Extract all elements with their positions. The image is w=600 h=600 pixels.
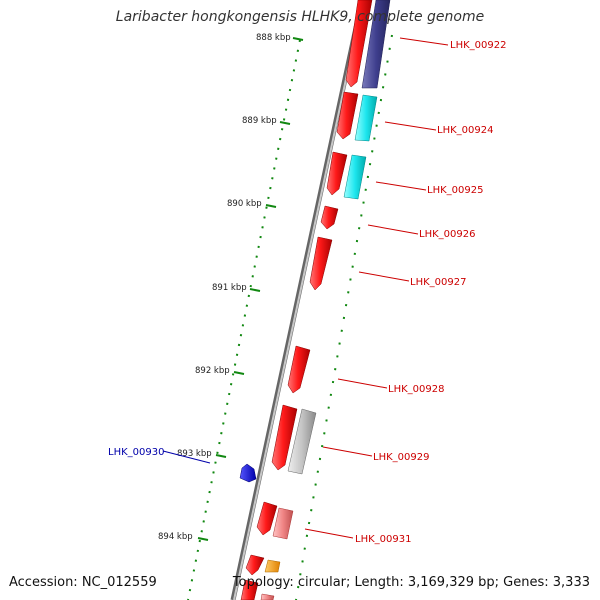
gene-lhk-00930[interactable]: [239, 463, 257, 483]
tick-label-889: 889 kbp: [242, 116, 277, 126]
tick-label-892: 892 kbp: [195, 366, 230, 376]
leader-lhk-00931: [304, 528, 354, 539]
gene-lhk-00924[interactable]: [336, 91, 359, 140]
label-lhk-00925[interactable]: LHK_00925: [427, 185, 483, 196]
gene-red-bottom[interactable]: [245, 554, 265, 576]
label-lhk-00930[interactable]: LHK_00930: [108, 447, 164, 458]
gene-lhk-00931[interactable]: [256, 501, 278, 536]
feature-cyan-2[interactable]: [343, 154, 367, 200]
feature-pink[interactable]: [272, 507, 294, 540]
label-lhk-00922[interactable]: LHK_00922: [450, 40, 506, 51]
ruler-ticks: [197, 37, 304, 541]
feature-grey[interactable]: [287, 408, 317, 475]
feature-navy[interactable]: [361, 0, 391, 89]
label-lhk-00929[interactable]: LHK_00929: [373, 452, 429, 463]
feature-cyan-1[interactable]: [354, 94, 378, 142]
gene-lhk-00928[interactable]: [287, 345, 311, 394]
gene-lhk-00922[interactable]: [345, 0, 373, 88]
label-leaders: [162, 37, 449, 539]
leader-lhk-00927: [358, 271, 410, 282]
tick-890: [265, 204, 277, 208]
tick-893: [215, 454, 227, 458]
gene-lhk-00926[interactable]: [320, 205, 339, 230]
leader-lhk-00925: [375, 181, 427, 191]
tick-888: [292, 37, 304, 41]
topology-text: Topology: circular; Length: 3,169,329 bp…: [232, 575, 590, 590]
genome-backbone-highlight: [233, 0, 364, 600]
label-lhk-00928[interactable]: LHK_00928: [388, 384, 444, 395]
label-lhk-00924[interactable]: LHK_00924: [437, 125, 493, 136]
tick-892: [233, 371, 245, 375]
tick-label-890: 890 kbp: [227, 199, 262, 209]
tick-894: [197, 537, 209, 541]
leader-lhk-00926: [367, 224, 419, 235]
accession-text: Accession: NC_012559: [9, 575, 157, 590]
tick-891: [249, 288, 261, 292]
leader-lhk-00928: [337, 378, 388, 389]
label-lhk-00931[interactable]: LHK_00931: [355, 534, 411, 545]
tick-label-893: 893 kbp: [177, 449, 212, 459]
label-lhk-00926[interactable]: LHK_00926: [419, 229, 475, 240]
feature-orange[interactable]: [264, 559, 281, 573]
leader-lhk-00924: [384, 121, 437, 131]
feature-pink-2[interactable]: [260, 593, 275, 600]
tick-889: [279, 121, 291, 125]
inner-track-features: [260, 0, 391, 600]
gene-lhk-00929[interactable]: [271, 404, 298, 471]
leader-lhk-00922: [399, 37, 449, 46]
tick-label-888: 888 kbp: [256, 33, 291, 43]
label-lhk-00927[interactable]: LHK_00927: [410, 277, 466, 288]
inner-ruler-dots: [295, 34, 393, 600]
tick-label-891: 891 kbp: [212, 283, 247, 293]
forward-genes: [240, 0, 373, 600]
gene-lhk-00925[interactable]: [326, 151, 348, 196]
gene-lhk-00927[interactable]: [309, 236, 333, 291]
gene-red-bottom-2[interactable]: [240, 579, 259, 600]
tick-label-894: 894 kbp: [158, 532, 193, 542]
leader-lhk-00929: [322, 446, 373, 457]
genome-title: Laribacter hongkongensis HLHK9, complete…: [115, 9, 485, 25]
leader-lhk-00930: [162, 450, 211, 464]
